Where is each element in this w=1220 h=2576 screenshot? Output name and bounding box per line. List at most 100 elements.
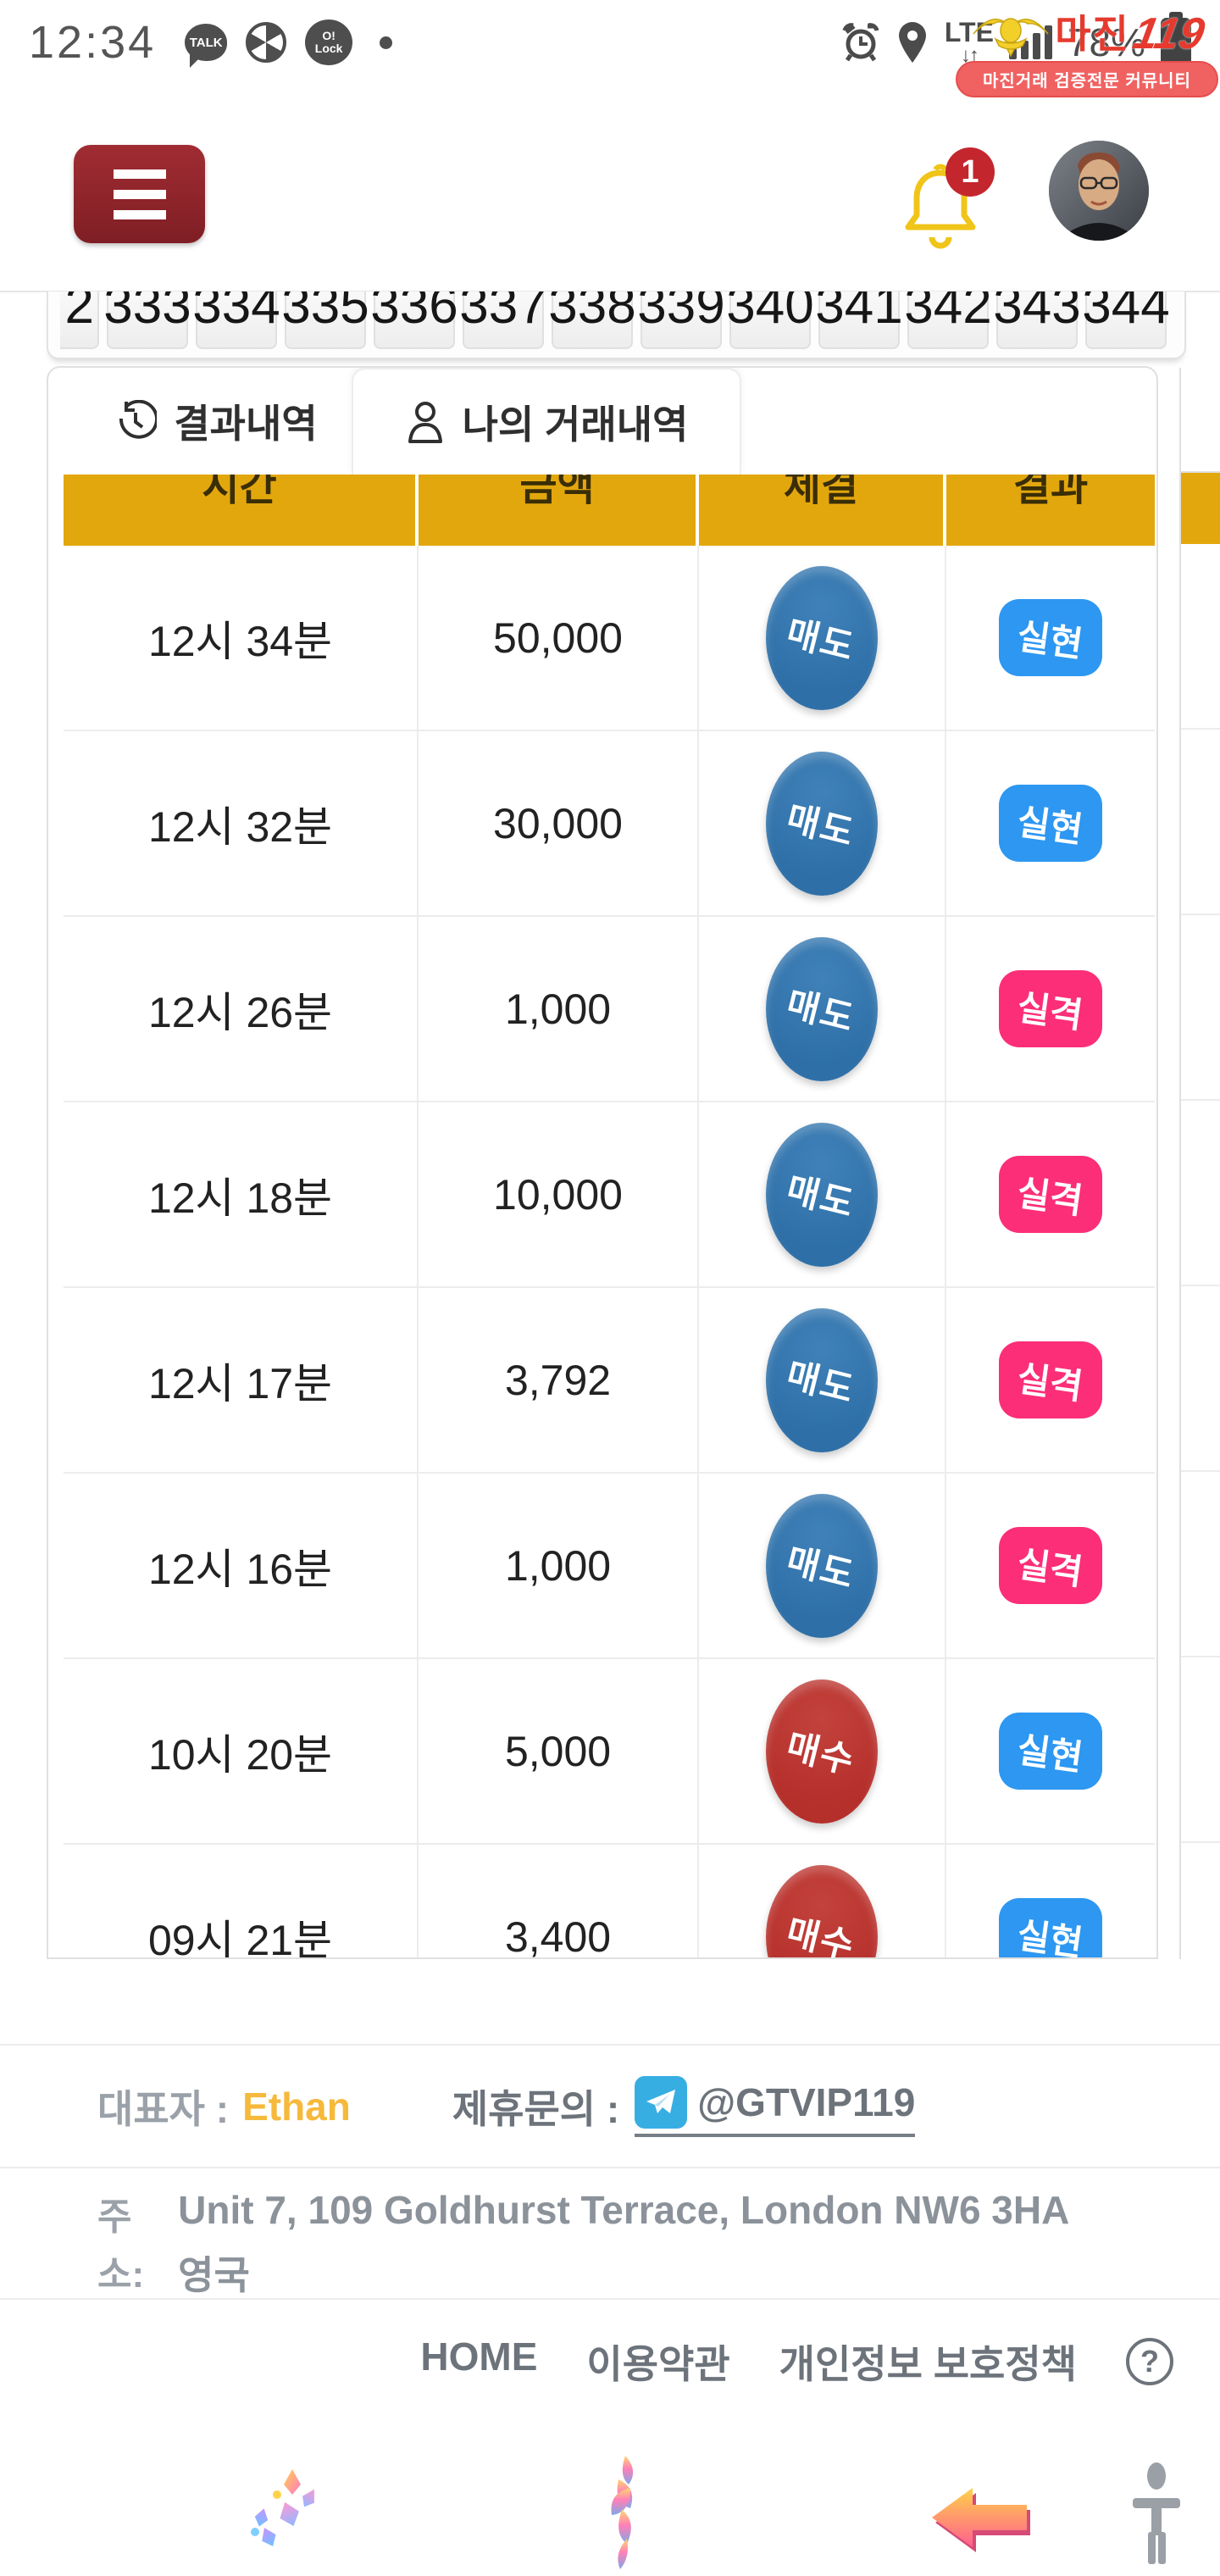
eagle-emblem-icon [973, 18, 1049, 58]
location-icon [898, 22, 926, 63]
table-column-header: 금액 [419, 475, 699, 546]
round-number-cell[interactable]: 336 [370, 291, 458, 349]
result-badge: 실현 [999, 785, 1102, 862]
result-badge: 실격 [999, 1156, 1102, 1233]
person-icon [408, 402, 442, 443]
result-badge: 실격 [999, 1527, 1102, 1604]
result-badge: 실현 [999, 1898, 1102, 1957]
address-text: Unit 7, 109 Goldhurst Terrace, London NW… [178, 2188, 1070, 2297]
result-badge: 실격 [999, 1341, 1102, 1418]
cell-amount: 30,000 [419, 731, 699, 917]
cell-amount: 1,000 [419, 917, 699, 1102]
table-column-header: 체결 [699, 475, 946, 546]
round-number-cell[interactable]: 333 [103, 291, 191, 349]
watermark-number: 119 [1128, 9, 1208, 58]
cell-time: 10시 20분 [64, 1659, 419, 1845]
person-figure-icon [1123, 2461, 1190, 2570]
round-number-cell[interactable]: 334 [192, 291, 280, 349]
divider [0, 2044, 1220, 2046]
cell-time: 12시 34분 [64, 546, 419, 731]
cell-side: 매도 [699, 1288, 946, 1474]
round-number-cell[interactable]: 338 [548, 291, 636, 349]
table-row: 12시 17분 3,792 매도 실격 [64, 1288, 1155, 1474]
tab-results-label: 결과내역 [174, 402, 318, 446]
side-badge: 매도 [766, 1493, 878, 1638]
battery-percent: 78% [1067, 20, 1145, 64]
footer-company-line: 대표자 : Ethan 제휴문의 : @GTVIP119 [0, 2046, 1220, 2167]
dot-notification-icon [380, 36, 393, 49]
signal-bars-icon [1008, 25, 1052, 59]
cell-result: 실현 [946, 546, 1155, 731]
watermark-banner: 마진거래 검증전문 커뮤니티 [956, 61, 1218, 97]
round-number-cell[interactable]: 337 [459, 291, 547, 349]
representative-label: 대표자 : [97, 2086, 230, 2131]
cell-result: 실현 [946, 1845, 1155, 1957]
cell-side: 매도 [699, 1102, 946, 1288]
notification-badge: 1 [946, 147, 995, 197]
footer-nav-item[interactable]: 이용약관 [586, 2342, 730, 2386]
next-table-sliver [1179, 368, 1220, 1959]
tab-results-history[interactable]: 결과내역 [80, 368, 352, 475]
cell-amount: 3,400 [419, 1845, 699, 1957]
tab-my-trades[interactable]: 나의 거래내역 [352, 368, 741, 475]
footer-nav-item[interactable]: 개인정보 보호정책 [779, 2342, 1077, 2386]
round-number-row: 2 333 334 335 336 337 338 339 340 341 342 343 344 [60, 291, 1184, 349]
cell-time: 12시 17분 [64, 1288, 419, 1474]
cell-amount: 50,000 [419, 546, 699, 731]
side-badge: 매도 [766, 565, 878, 710]
result-badge: 실격 [999, 970, 1102, 1047]
partnership-label: 제휴문의 : [452, 2086, 620, 2131]
tab-my-trades-label: 나의 거래내역 [462, 402, 689, 447]
cell-amount: 10,000 [419, 1102, 699, 1288]
margin119-watermark: 마진 119 마진거래 검증전문 커뮤니티 [956, 3, 1218, 97]
round-number-cell[interactable]: 2 [60, 291, 99, 349]
round-number-cell[interactable]: 340 [726, 291, 814, 349]
table-row: 12시 32분 30,000 매도 실현 [64, 731, 1155, 917]
fairy-icon [593, 2454, 652, 2576]
side-badge: 매도 [766, 1122, 878, 1267]
menu-button[interactable] [74, 145, 205, 243]
profile-avatar[interactable] [1049, 141, 1149, 241]
notification-bell-button[interactable]: 1 [896, 147, 998, 261]
cell-side: 매도 [699, 1474, 946, 1659]
cell-result: 실격 [946, 917, 1155, 1102]
telegram-handle: @GTVIP119 [697, 2079, 916, 2124]
avatar-photo [1049, 141, 1149, 241]
cell-amount: 3,792 [419, 1288, 699, 1474]
round-number-cell[interactable]: 341 [815, 291, 903, 349]
pinwheel-icon [246, 22, 287, 63]
cell-side: 매수 [699, 1845, 946, 1957]
address-label: 주 소: [97, 2196, 145, 2296]
cell-side: 매수 [699, 1659, 946, 1845]
cell-result: 실현 [946, 1659, 1155, 1845]
notification-icons: TALK O! Lock [185, 19, 393, 68]
sparkles-icon [240, 2464, 333, 2562]
olock-icon: O! Lock [305, 19, 353, 65]
clock-time: 12:34 [29, 17, 157, 68]
footer-nav-item[interactable]: HOME [420, 2334, 538, 2379]
round-number-cell[interactable]: 344 [1082, 291, 1170, 349]
status-right-icons: LTE ↓↑ 78% [841, 12, 1191, 67]
round-number-cell[interactable]: 342 [904, 291, 992, 349]
result-badge: 실현 [999, 599, 1102, 676]
cell-result: 실격 [946, 1474, 1155, 1659]
telegram-link[interactable]: @GTVIP119 [635, 2075, 916, 2137]
trade-history-card: 결과내역 나의 거래내역 시간 금액 체결 결과 12시 34분 50,000 매도 [47, 366, 1158, 1959]
cell-time: 09시 21분 [64, 1845, 419, 1957]
round-number-cell[interactable]: 339 [637, 291, 725, 349]
divider [0, 2167, 1220, 2168]
cell-time: 12시 16분 [64, 1474, 419, 1659]
side-badge: 매수 [766, 1864, 878, 1957]
cell-result: 실현 [946, 731, 1155, 917]
table-column-header: 시간 [64, 475, 419, 546]
side-badge: 매도 [766, 751, 878, 896]
help-button[interactable]: ? [1126, 2338, 1173, 2385]
round-number-cell[interactable]: 335 [281, 291, 369, 349]
battery-icon [1161, 12, 1191, 67]
alarm-icon [842, 23, 879, 62]
round-number-cell[interactable]: 343 [993, 291, 1081, 349]
footer-address: 주 소: Unit 7, 109 Goldhurst Terrace, Lond… [0, 2167, 1220, 2298]
cell-result: 실격 [946, 1102, 1155, 1288]
cell-side: 매도 [699, 546, 946, 731]
cell-side: 매도 [699, 917, 946, 1102]
